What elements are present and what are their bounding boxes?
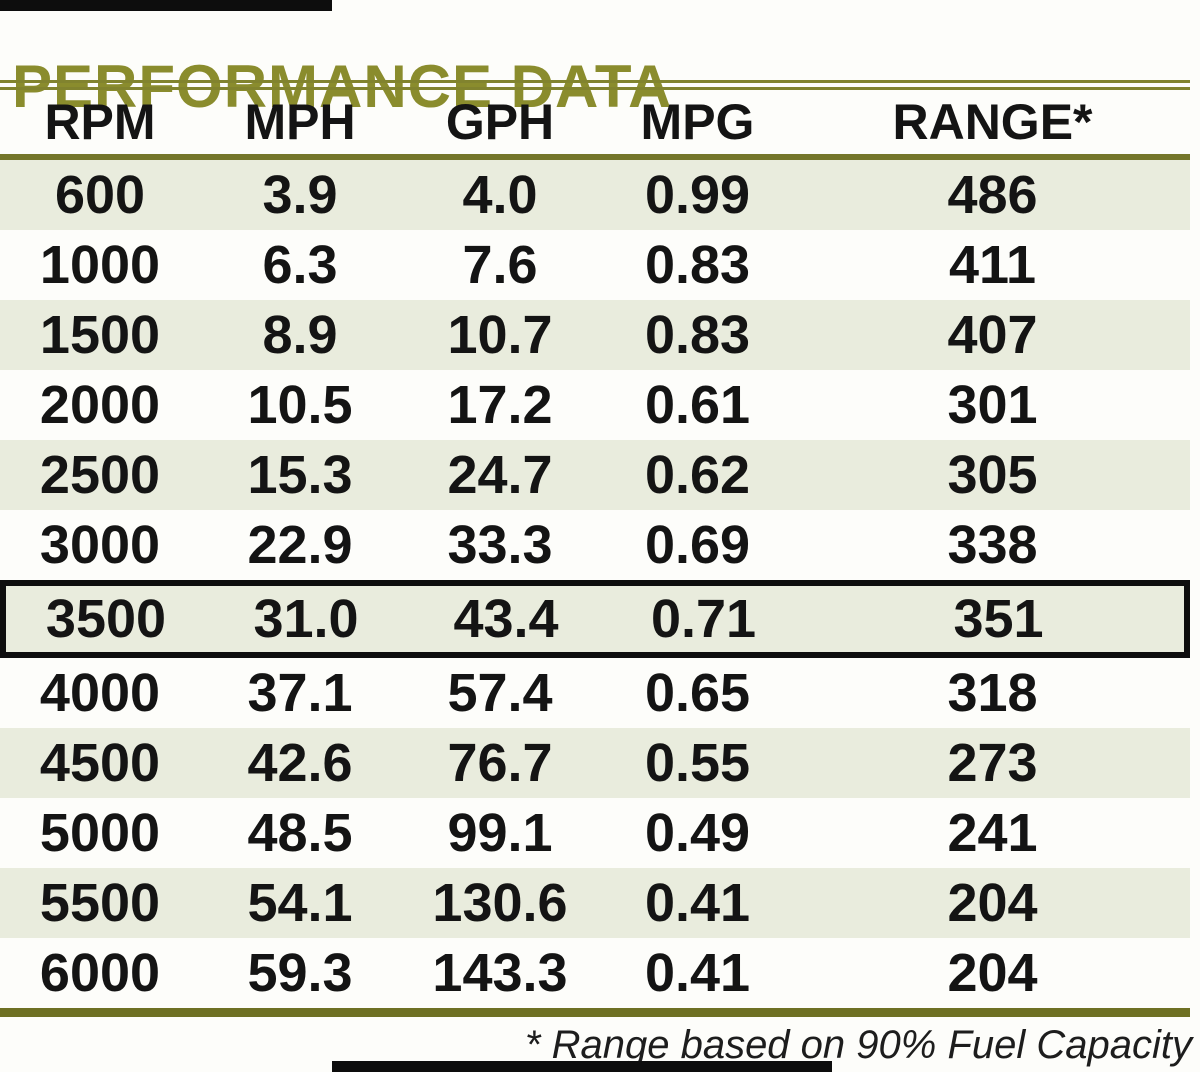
cell: 31.0 (253, 589, 359, 649)
cell: 1000 (39, 235, 161, 295)
table-row: 1500 8.9 10.7 0.83 407 (0, 300, 1190, 370)
cell: 486 (947, 165, 1038, 225)
cell: 143.3 (432, 943, 568, 1003)
cell: 48.5 (247, 803, 353, 863)
table-row-highlighted: 3500 31.0 43.4 0.71 351 (0, 580, 1190, 658)
range-footnote: * Range based on 90% Fuel Capacity (524, 1023, 1192, 1067)
cell: 54.1 (247, 873, 353, 933)
table-row: 1000 6.3 7.6 0.83 411 (0, 230, 1190, 300)
page-title: PERFORMANCE DATA (12, 53, 673, 121)
cell: 4.0 (462, 165, 538, 225)
cell: 3500 (45, 589, 167, 649)
cell: 351 (953, 589, 1044, 649)
cell: 43.4 (453, 589, 559, 649)
cell: 7.6 (462, 235, 538, 295)
cell: 0.83 (644, 305, 751, 365)
cell: 0.83 (644, 235, 751, 295)
column-header-mpg: MPG (640, 94, 755, 150)
cell: 1500 (39, 305, 161, 365)
cell: 0.61 (644, 375, 751, 435)
cell: 5000 (39, 803, 161, 863)
table-row: 4500 42.6 76.7 0.55 273 (0, 728, 1190, 798)
cell: 57.4 (447, 663, 553, 723)
cell: 305 (947, 445, 1038, 505)
cell: 2000 (39, 375, 161, 435)
cell: 24.7 (447, 445, 553, 505)
cell: 4500 (39, 733, 161, 793)
cell: 130.6 (432, 873, 568, 933)
cell: 411 (948, 235, 1037, 295)
cell: 4000 (39, 663, 161, 723)
cell: 6000 (39, 943, 161, 1003)
cell: 42.6 (247, 733, 353, 793)
scan-artifact-bar-top (0, 0, 332, 11)
cell: 0.41 (644, 873, 751, 933)
cell: 301 (947, 375, 1038, 435)
cell: 318 (947, 663, 1038, 723)
cell: 241 (947, 803, 1038, 863)
table-row: 5500 54.1 130.6 0.41 204 (0, 868, 1190, 938)
cell: 204 (947, 943, 1038, 1003)
cell: 76.7 (447, 733, 553, 793)
table-row: 600 3.9 4.0 0.99 486 (0, 160, 1190, 230)
header-bottom-rule (0, 154, 1190, 160)
table-header-row: RPM MPH GPH MPG RANGE* (0, 90, 1190, 154)
table-top-rule-inner (0, 87, 1190, 90)
cell: 2500 (39, 445, 161, 505)
cell: 0.99 (644, 165, 751, 225)
table-row: 2000 10.5 17.2 0.61 301 (0, 370, 1190, 440)
cell: 407 (947, 305, 1038, 365)
cell: 0.55 (644, 733, 751, 793)
cell: 338 (947, 515, 1038, 575)
cell: 5500 (39, 873, 161, 933)
cell: 17.2 (447, 375, 553, 435)
cell: 204 (947, 873, 1038, 933)
table-row: 2500 15.3 24.7 0.62 305 (0, 440, 1190, 510)
column-header-rpm: RPM (44, 94, 156, 150)
cell: 15.3 (247, 445, 353, 505)
cell: 8.9 (262, 305, 338, 365)
cell: 6.3 (262, 235, 338, 295)
cell: 0.62 (644, 445, 751, 505)
cell: 22.9 (247, 515, 353, 575)
cell: 3000 (39, 515, 161, 575)
cell: 600 (54, 165, 146, 225)
cell: 10.5 (247, 375, 353, 435)
table-row: 5000 48.5 99.1 0.49 241 (0, 798, 1190, 868)
cell: 0.49 (644, 803, 751, 863)
cell: 3.9 (262, 165, 338, 225)
scan-artifact-bar-bottom (332, 1061, 832, 1072)
table-bottom-rule (0, 1008, 1190, 1017)
cell: 37.1 (247, 663, 353, 723)
cell: 59.3 (247, 943, 353, 1003)
performance-table: RPM MPH GPH MPG RANGE* 600 3.9 4.0 0.99 486 1000 6… (0, 80, 1190, 1017)
table-row: 6000 59.3 143.3 0.41 204 (0, 938, 1190, 1008)
table-row: 3000 22.9 33.3 0.69 338 (0, 510, 1190, 580)
column-header-mph: MPH (244, 94, 356, 150)
table-top-rule-outer (0, 80, 1190, 83)
table-body: 600 3.9 4.0 0.99 486 1000 6.3 7.6 0.83 411 1500 8.9… (0, 160, 1190, 1008)
cell: 10.7 (447, 305, 553, 365)
table-row: 4000 37.1 57.4 0.65 318 (0, 658, 1190, 728)
cell: 0.65 (644, 663, 751, 723)
column-header-gph: GPH (445, 94, 555, 150)
cell: 273 (947, 733, 1038, 793)
cell: 99.1 (447, 803, 553, 863)
cell: 33.3 (447, 515, 553, 575)
cell: 0.71 (650, 589, 757, 649)
column-header-range: RANGE* (892, 94, 1093, 150)
cell: 0.69 (644, 515, 751, 575)
cell: 0.41 (644, 943, 751, 1003)
